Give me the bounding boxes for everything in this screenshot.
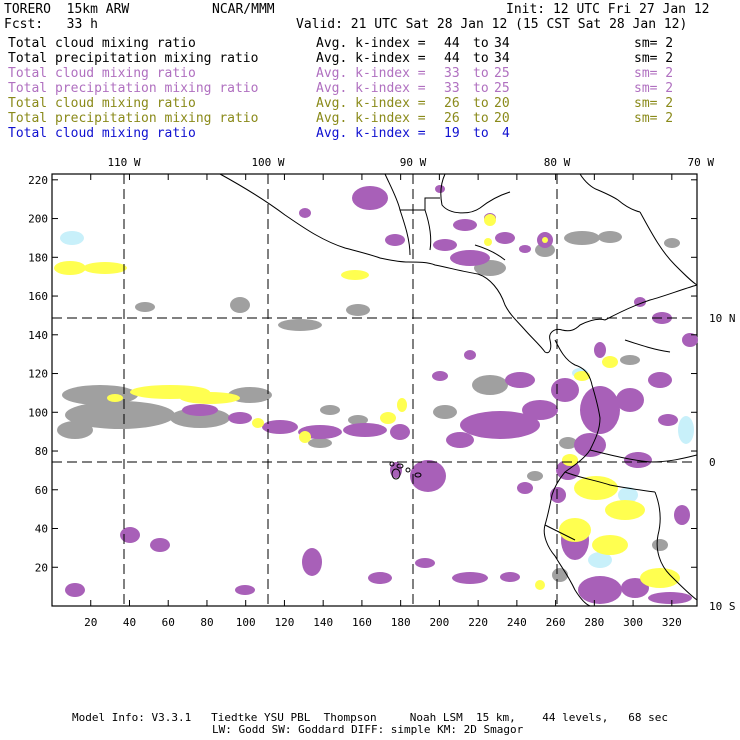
y-tick-label: 140 [28,329,48,342]
longitude-label: 70 W [688,156,715,169]
precip-fields [54,185,698,604]
legend-to-3: 25 [494,81,510,96]
legend-to-word-4: to [473,96,489,111]
legend-from-6: 19 [444,126,460,141]
legend-from-4: 26 [444,96,460,111]
y-tick-label: 20 [35,561,48,574]
legend-stat-5: Avg. k-index = [316,111,426,126]
legend-field-3: Total precipitation mixing ratio [8,81,259,96]
x-tick-label: 160 [352,616,372,629]
valid-time: Valid: 21 UTC Sat 28 Jan 12 (15 CST Sat … [296,17,688,32]
longitude-label: 110 W [107,156,140,169]
init-time: Init: 12 UTC Fri 27 Jan 12 [506,2,710,17]
legend-field-6: Total cloud mixing ratio [8,126,196,141]
legend-stat-1: Avg. k-index = [316,51,426,66]
legend-sm-2: sm= 2 [634,66,674,81]
longitude-label: 80 W [544,156,571,169]
legend-to-2: 25 [494,66,510,81]
legend-to-word-3: to [473,81,489,96]
x-tick-label: 280 [584,616,604,629]
legend-field-2: Total cloud mixing ratio [8,66,196,81]
latlon-grid [52,174,697,606]
legend-from-1: 44 [444,51,460,66]
legend-sm-4: sm= 2 [634,96,674,111]
x-tick-label: 220 [468,616,488,629]
x-axis-ticks: 20 40 60 80 100 120 140 160 180 200 220 240 260 280 30… [84,174,682,629]
legend-field-1: Total precipitation mixing ratio [8,51,259,66]
x-tick-label: 40 [123,616,136,629]
y-tick-label: 120 [28,368,48,381]
legend-sm-0: sm= 2 [634,36,674,51]
longitude-labels: 110 W 100 W 90 W 80 W 70 W [107,156,714,169]
x-tick-label: 80 [200,616,213,629]
legend-to-word-2: to [473,66,489,81]
y-tick-label: 60 [35,484,48,497]
legend-field-5: Total precipitation mixing ratio [8,111,259,126]
legend-stat-6: Avg. k-index = [316,126,426,141]
legend-from-5: 26 [444,111,460,126]
x-tick-label: 120 [274,616,294,629]
longitude-label: 100 W [251,156,284,169]
legend-to-6: 4 [502,126,510,141]
legend-stat-2: Avg. k-index = [316,66,426,81]
y-tick-label: 220 [28,174,48,187]
forecast-hour: Fcst: 33 h [4,17,98,32]
legend-field-0: Total cloud mixing ratio [8,36,196,51]
y-tick-label: 80 [35,445,48,458]
legend-to-1: 34 [494,51,510,66]
org-label: NCAR/MMM [212,2,275,17]
x-tick-label: 20 [84,616,97,629]
footer-model-info: Model Info: V3.3.1 Tiedtke YSU PBL Thomp… [72,711,669,724]
legend-to-0: 34 [494,36,510,51]
x-tick-label: 300 [623,616,643,629]
x-tick-label: 240 [507,616,527,629]
legend-from-0: 44 [444,36,460,51]
y-tick-label: 200 [28,213,48,226]
latitude-label: 10 N [709,312,736,325]
y-axis-ticks: 220 200 180 160 140 120 100 80 60 40 20 [28,174,697,574]
legend-sm-5: sm= 2 [634,111,674,126]
legend-from-3: 33 [444,81,460,96]
legend-from-2: 33 [444,66,460,81]
x-tick-label: 320 [662,616,682,629]
legend-stat-3: Avg. k-index = [316,81,426,96]
coastlines [219,173,698,607]
x-tick-label: 180 [391,616,411,629]
x-tick-label: 60 [162,616,175,629]
x-tick-label: 200 [429,616,449,629]
legend-to-word-6: to [473,126,489,141]
legend-to-5: 20 [494,111,510,126]
legend-stat-4: Avg. k-index = [316,96,426,111]
legend-to-4: 20 [494,96,510,111]
y-tick-label: 160 [28,290,48,303]
legend-sm-1: sm= 2 [634,51,674,66]
galapagos-islands [389,461,422,480]
legend-field-4: Total cloud mixing ratio [8,96,196,111]
x-tick-label: 140 [313,616,333,629]
y-tick-label: 100 [28,406,48,419]
legend-sm-3: sm= 2 [634,81,674,96]
latitude-label: 10 S [709,600,736,613]
y-tick-label: 180 [28,251,48,264]
longitude-label: 90 W [400,156,427,169]
latitude-label: 0 [709,456,716,469]
x-tick-label: 100 [236,616,256,629]
model-title: TORERO 15km ARW [4,2,130,17]
legend-to-word-0: to [473,36,489,51]
footer-physics-info: LW: Godd SW: Goddard DIFF: simple KM: 2D… [212,723,524,736]
legend-to-word-5: to [473,111,489,126]
y-tick-label: 40 [35,523,48,536]
latitude-labels: 10 N 0 10 S [709,312,736,613]
x-tick-label: 260 [546,616,566,629]
legend-stat-0: Avg. k-index = [316,36,426,51]
legend-to-word-1: to [473,51,489,66]
